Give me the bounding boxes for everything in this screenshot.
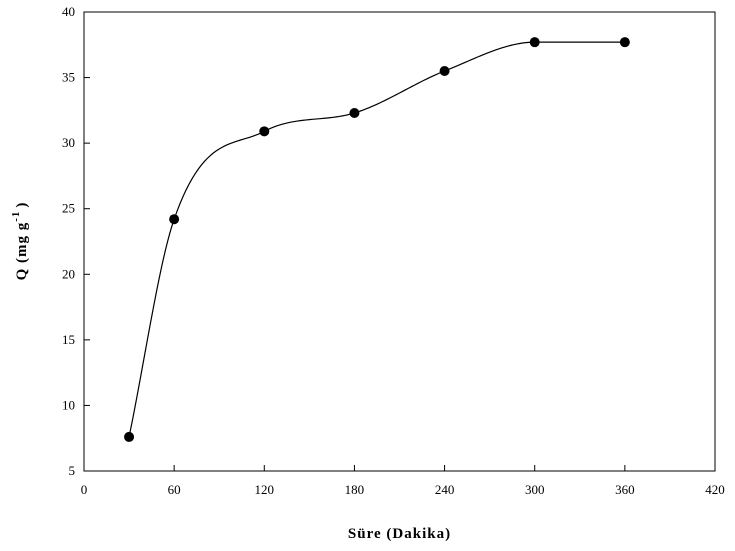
plot-frame xyxy=(83,11,716,472)
y-tick-label: 10 xyxy=(62,397,75,412)
x-tick-label: 300 xyxy=(525,482,545,497)
x-tick-label: 360 xyxy=(615,482,635,497)
y-axis: 5 10 15 20 25 30 35 40 xyxy=(62,4,90,478)
x-axis-title: Süre (Dakika) xyxy=(348,526,451,542)
data-point xyxy=(124,431,135,442)
data-point xyxy=(259,126,270,137)
data-point xyxy=(619,37,630,48)
y-tick-label: 25 xyxy=(62,201,75,216)
y-tick-label: 40 xyxy=(62,4,75,19)
data-point xyxy=(169,214,180,225)
x-axis: 0 60 120 180 240 300 360 420 xyxy=(81,465,725,497)
data-point xyxy=(529,37,540,48)
x-tick-label: 180 xyxy=(345,482,365,497)
y-tick-label: 35 xyxy=(62,70,75,85)
y-tick-label: 5 xyxy=(69,463,76,478)
y-tick-label: 30 xyxy=(62,135,75,150)
data-point xyxy=(349,107,360,118)
x-tick-label: 120 xyxy=(255,482,275,497)
data-points xyxy=(124,37,630,442)
x-tick-label: 240 xyxy=(435,482,455,497)
y-tick-label: 15 xyxy=(62,332,75,347)
y-tick-label: 20 xyxy=(62,266,75,281)
series-curve xyxy=(128,41,625,438)
data-point xyxy=(439,66,450,77)
x-tick-label: 60 xyxy=(168,482,181,497)
y-axis-title: Q (mg g-1) xyxy=(10,202,30,281)
x-tick-label: 420 xyxy=(705,482,725,497)
x-tick-label: 0 xyxy=(81,482,88,497)
